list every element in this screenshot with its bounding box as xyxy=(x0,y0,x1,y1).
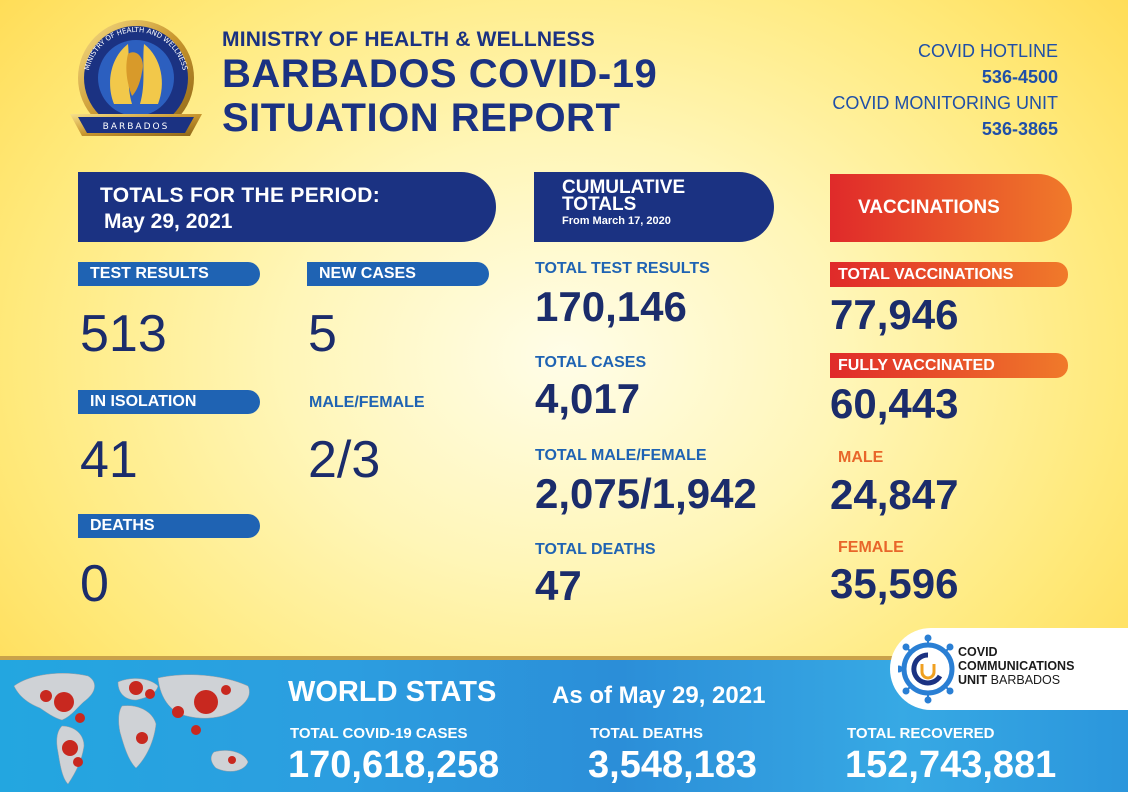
world-map-virus-image xyxy=(0,660,270,792)
report-title-line2: SITUATION REPORT xyxy=(222,96,621,140)
deaths-value: 0 xyxy=(80,555,109,613)
world-stats-date: As of May 29, 2021 xyxy=(552,682,766,709)
hotline-label: COVID HOTLINE xyxy=(917,41,1058,61)
period-banner-title: TOTALS FOR THE PERIOD: xyxy=(100,184,380,207)
ccu-line3-light: BARBADOS xyxy=(990,673,1061,687)
world-recovered-value: 152,743,881 xyxy=(845,744,1057,786)
contact-block: COVID HOTLINE 536-4500 COVID MONITORING … xyxy=(832,38,1058,142)
new-cases-value: 5 xyxy=(308,305,337,363)
male-female-value: 2/3 xyxy=(308,431,381,489)
world-recovered-label: TOTAL RECOVERED xyxy=(847,725,995,742)
total-tests-value: 170,146 xyxy=(535,283,687,330)
total-vaccinations-label: TOTAL VACCINATIONS xyxy=(830,262,1068,287)
monitoring-number: 536-3865 xyxy=(981,119,1058,139)
ccu-logo-badge xyxy=(890,628,1128,710)
total-vaccinations-value: 77,946 xyxy=(830,291,959,338)
world-stats-title: WORLD STATS xyxy=(288,676,497,708)
virus-icon xyxy=(895,634,958,704)
deaths-label: DEATHS xyxy=(78,514,260,538)
ccu-line1: COVID xyxy=(958,645,998,659)
ccu-logo-text: COVID COMMUNICATIONS UNIT BARBADOS xyxy=(958,645,1074,687)
female-vaccinated-value: 35,596 xyxy=(830,560,959,607)
total-deaths-label: TOTAL DEATHS xyxy=(535,541,656,558)
total-male-female-label: TOTAL MALE/FEMALE xyxy=(535,447,707,464)
period-banner: TOTALS FOR THE PERIOD: May 29, 2021 xyxy=(78,172,496,242)
test-results-value: 513 xyxy=(80,305,167,363)
cumulative-banner-line2: TOTALS xyxy=(562,194,637,215)
fully-vaccinated-label: FULLY VACCINATED xyxy=(830,353,1068,378)
period-banner-date: May 29, 2021 xyxy=(104,210,233,233)
male-vaccinated-value: 24,847 xyxy=(830,471,959,518)
total-male-female-value: 2,075/1,942 xyxy=(535,470,757,517)
isolation-label: IN ISOLATION xyxy=(78,390,260,414)
total-deaths-value: 47 xyxy=(535,562,582,609)
isolation-value: 41 xyxy=(80,431,138,489)
world-deaths-label: TOTAL DEATHS xyxy=(590,725,704,742)
male-female-label: MALE/FEMALE xyxy=(309,394,425,411)
fully-vaccinated-value: 60,443 xyxy=(830,380,959,427)
ccu-line3-bold: UNIT xyxy=(958,673,988,687)
ministry-seal-logo: MINISTRY OF HEALTH AND WELLNESS BARBADOS xyxy=(66,14,206,144)
total-cases-label: TOTAL CASES xyxy=(535,354,647,371)
male-vaccinated-label: MALE xyxy=(838,449,884,466)
seal-country: BARBADOS xyxy=(103,122,170,132)
new-cases-label: NEW CASES xyxy=(307,262,489,286)
female-vaccinated-label: FEMALE xyxy=(838,539,904,556)
total-tests-label: TOTAL TEST RESULTS xyxy=(535,260,710,277)
hotline-number: 536-4500 xyxy=(981,67,1058,87)
cumulative-banner-line1: CUMULATIVE xyxy=(562,177,686,198)
cumulative-banner: CUMULATIVE TOTALS From March 17, 2020 xyxy=(534,172,774,242)
report-title: BARBADOS COVID-19 SITUATION REPORT xyxy=(222,52,657,140)
ministry-name: MINISTRY OF HEALTH & WELLNESS xyxy=(222,28,595,51)
total-cases-value: 4,017 xyxy=(535,375,641,422)
ccu-line2: COMMUNICATIONS xyxy=(958,659,1075,673)
world-deaths-value: 3,548,183 xyxy=(588,744,758,786)
cumulative-banner-from: From March 17, 2020 xyxy=(562,215,671,227)
world-cases-label: TOTAL COVID-19 CASES xyxy=(290,725,468,742)
monitoring-label: COVID MONITORING UNIT xyxy=(832,93,1058,113)
report-title-line1: BARBADOS COVID-19 xyxy=(222,52,658,96)
world-cases-value: 170,618,258 xyxy=(288,744,500,786)
test-results-label: TEST RESULTS xyxy=(78,262,260,286)
vaccinations-banner: VACCINATIONS xyxy=(830,174,1072,242)
